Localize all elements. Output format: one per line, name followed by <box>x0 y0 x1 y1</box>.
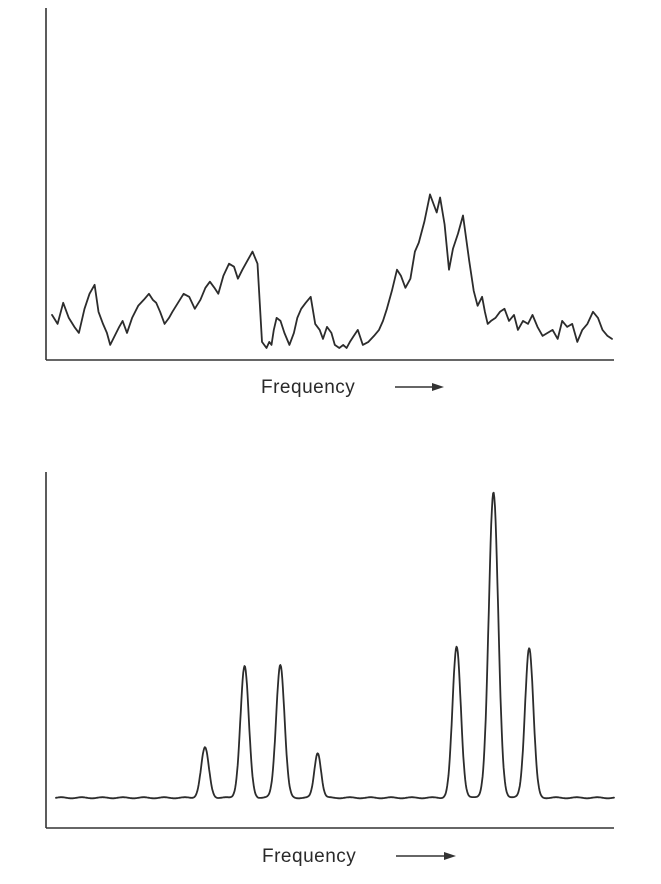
top-series-line <box>51 193 613 349</box>
chart-top: Frequency <box>45 8 614 398</box>
bottom-arrow-icon <box>396 852 456 860</box>
bottom-x-axis-label: Frequency <box>262 846 356 867</box>
top-arrow-icon <box>395 383 444 391</box>
bottom-series-line <box>55 491 615 800</box>
top-x-axis-label: Frequency <box>261 377 355 398</box>
chart-bottom: Frequency <box>45 472 615 867</box>
